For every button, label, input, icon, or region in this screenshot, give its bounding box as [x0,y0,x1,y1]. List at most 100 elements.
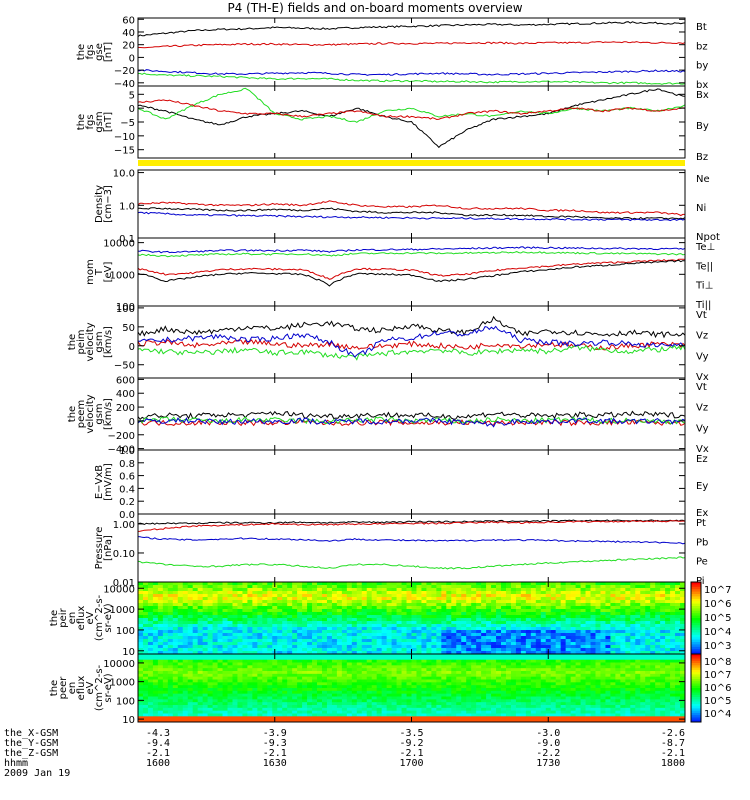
heatmap-peer-eflux [138,654,686,723]
series-density-Ne [137,200,685,217]
series-peem-velocity-Vy [137,416,686,425]
y-label-line: mom [85,259,96,285]
y-label-line: sr-eV) [103,603,114,632]
series-fgs-gse-bx [137,69,686,76]
y-tick-label: 0 [129,104,135,115]
y-tick-label: −200 [108,431,135,442]
legend-density: Ne Ni Npot [696,174,720,243]
footer-value: -9.2 [399,738,423,749]
series-peim-velocity-Vy [137,344,686,361]
y-axis-label: Pressure[nPa] [94,527,114,570]
y-label-line: the [67,406,78,422]
legend-entry: Pt [696,518,706,529]
legend-entry: Te⊥ [695,242,715,253]
y-label-line: E−VxB [94,465,105,499]
legend-entry: Ti⊥ [695,281,713,292]
footer-value: -2.2 [536,748,560,759]
footer-value: 1600 [146,758,170,769]
y-tick-label: 400 [116,389,135,400]
colorbar-tick-label: 10^4 [704,709,731,720]
y-label-line: [km/s] [103,326,114,358]
y-label-line: the [76,44,87,60]
colorbar-tick-label: 10^7 [704,670,731,681]
page-title: P4 (TH-E) fields and on-board moments ov… [227,1,523,15]
footer-row-label: the_Y-GSM [4,738,58,749]
panel-efield: 1.0 0.8 0.60.4 0.2 0.0 E−VxB[mV/m] Ez Ey Ex [94,446,708,521]
legend-entry: Vz [696,331,708,342]
y-axis-label: Density[cm−3] [94,185,114,223]
footer-row-label: the_Z-GSM [4,748,58,759]
y-tick-label: 50 [122,323,135,334]
panel-peim-velocity: 100500−50thepeimvelocitygsm[km/s]VtVzVyV… [67,304,709,383]
y-tick-label: 0.2 [119,497,135,508]
footer-ephemeris: the_X-GSM -4.3 -3.9 -3.5 -3.0 -2.6 the_Y-GSM -9… [4,728,685,779]
legend-entry: Ez [696,454,708,465]
series-pressure-Pb [137,519,686,532]
series-temperature-Ti⊥ [137,246,686,254]
footer-value: -3.9 [263,728,287,739]
y-label-line: Pressure [94,527,105,570]
legend-entry: Te|| [695,261,713,272]
series-temperature-Te⊥ [137,258,686,280]
legend-entry: Npot [696,232,720,243]
legend-entry: Vz [696,403,708,414]
legend-entry: by [696,61,708,72]
y-label-line: [cm−3] [103,185,114,223]
y-tick-label: 0 [129,53,135,64]
series-peem-velocity-Vx [137,417,686,428]
y-label-line: peer [58,676,69,700]
y-label-line: (cm^2-s- [94,664,105,711]
legend-entry: Pe [696,557,708,568]
y-label-line: [mV/m] [103,463,114,501]
legend-efield: Ez Ey Ex [696,454,708,519]
legend-entry: Ey [696,481,708,492]
y-tick-label: −400 [108,445,135,456]
colorbar-tick-label: 10^6 [704,599,731,610]
legend-peem-velocity: Vt Vz Vy Vx [696,382,709,455]
y-tick-label: 0 [129,417,135,428]
legend-temperature: Te⊥ Te|| Ti⊥ Ti|| [695,242,715,311]
footer-value: 1700 [399,758,423,769]
legend-entry: By [696,121,709,132]
y-label-line: T [94,268,105,276]
y-tick-label: −15 [114,146,135,157]
y-tick-label: 100 [116,304,135,315]
y-tick-label: −20 [114,66,135,77]
legend-entry: Ne [696,174,710,185]
y-tick-label: 40 [122,28,135,39]
footer-value: 1730 [536,758,560,769]
y-label-line: gsm [94,111,105,132]
y-tick-label: 1000 [110,678,135,689]
quality-flag-bar [138,160,685,166]
legend-fgs-gsm: Bx By Bz [696,90,709,163]
legend-entry: Ti|| [695,300,711,311]
y-label-line: gsm [94,403,105,424]
legend-entry: Bt [696,22,707,33]
y-tick-label: −40 [114,79,135,90]
y-label-line: the [76,114,87,130]
y-tick-label: 1.00 [113,520,135,531]
y-tick-label: 10000 [103,584,135,595]
legend-fgs-gse: Bt bz by bx [696,22,708,91]
legend-entry: Vy [696,351,709,362]
footer-value: -4.3 [146,728,170,739]
y-tick-label: 0 [129,342,135,353]
y-tick-label: 10 [122,715,135,726]
legend-entry: Ni [696,203,706,214]
panel-peir-eflux: 10^7 10^6 10^5 10^4 10^3 10000 1000 100 10 thepei… [49,581,731,658]
y-label-line: [eV] [103,262,114,283]
y-tick-label: 20 [122,41,135,52]
footer-value: -2.6 [661,728,685,739]
y-tick-label: −5 [120,118,135,129]
series-peem-velocity-Vt [137,410,686,421]
legend-entry: Vy [696,423,709,434]
y-tick-label: −50 [114,361,135,372]
y-axis-label: E−VxB[mV/m] [94,463,114,501]
footer-value: -3.5 [399,728,423,739]
panel-frame [137,377,686,451]
